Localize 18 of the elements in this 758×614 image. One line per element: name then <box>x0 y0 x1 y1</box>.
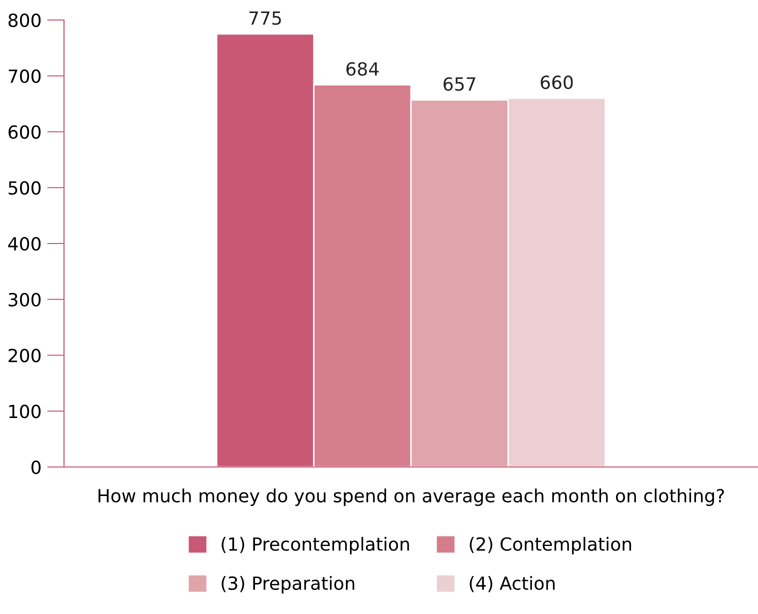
data-label: 657 <box>444 77 476 91</box>
data-label: 684 <box>346 62 379 76</box>
y-tick-label: 100 <box>9 404 41 418</box>
y-tick-label: 400 <box>8 236 41 251</box>
data-label: 660 <box>540 76 573 90</box>
y-tick-label: 300 <box>8 292 41 306</box>
data-label: 775 <box>250 11 281 25</box>
y-tick-label: 0 <box>31 460 41 474</box>
y-tick-label: 700 <box>8 69 41 83</box>
legend-label: (3) Preparation <box>222 576 354 594</box>
y-tick-label: 800 <box>8 13 41 28</box>
x-axis-title: How much money do you spend on average each month on clothing? <box>98 488 724 506</box>
y-tick-label: 200 <box>8 348 41 362</box>
y-tick-label: 500 <box>8 181 41 195</box>
legend-label: (1) Precontemplation <box>222 536 409 554</box>
legend-label: (4) Action <box>470 576 555 592</box>
legend-label: (2) Contemplation <box>470 536 632 554</box>
y-tick-label: 600 <box>8 125 41 139</box>
